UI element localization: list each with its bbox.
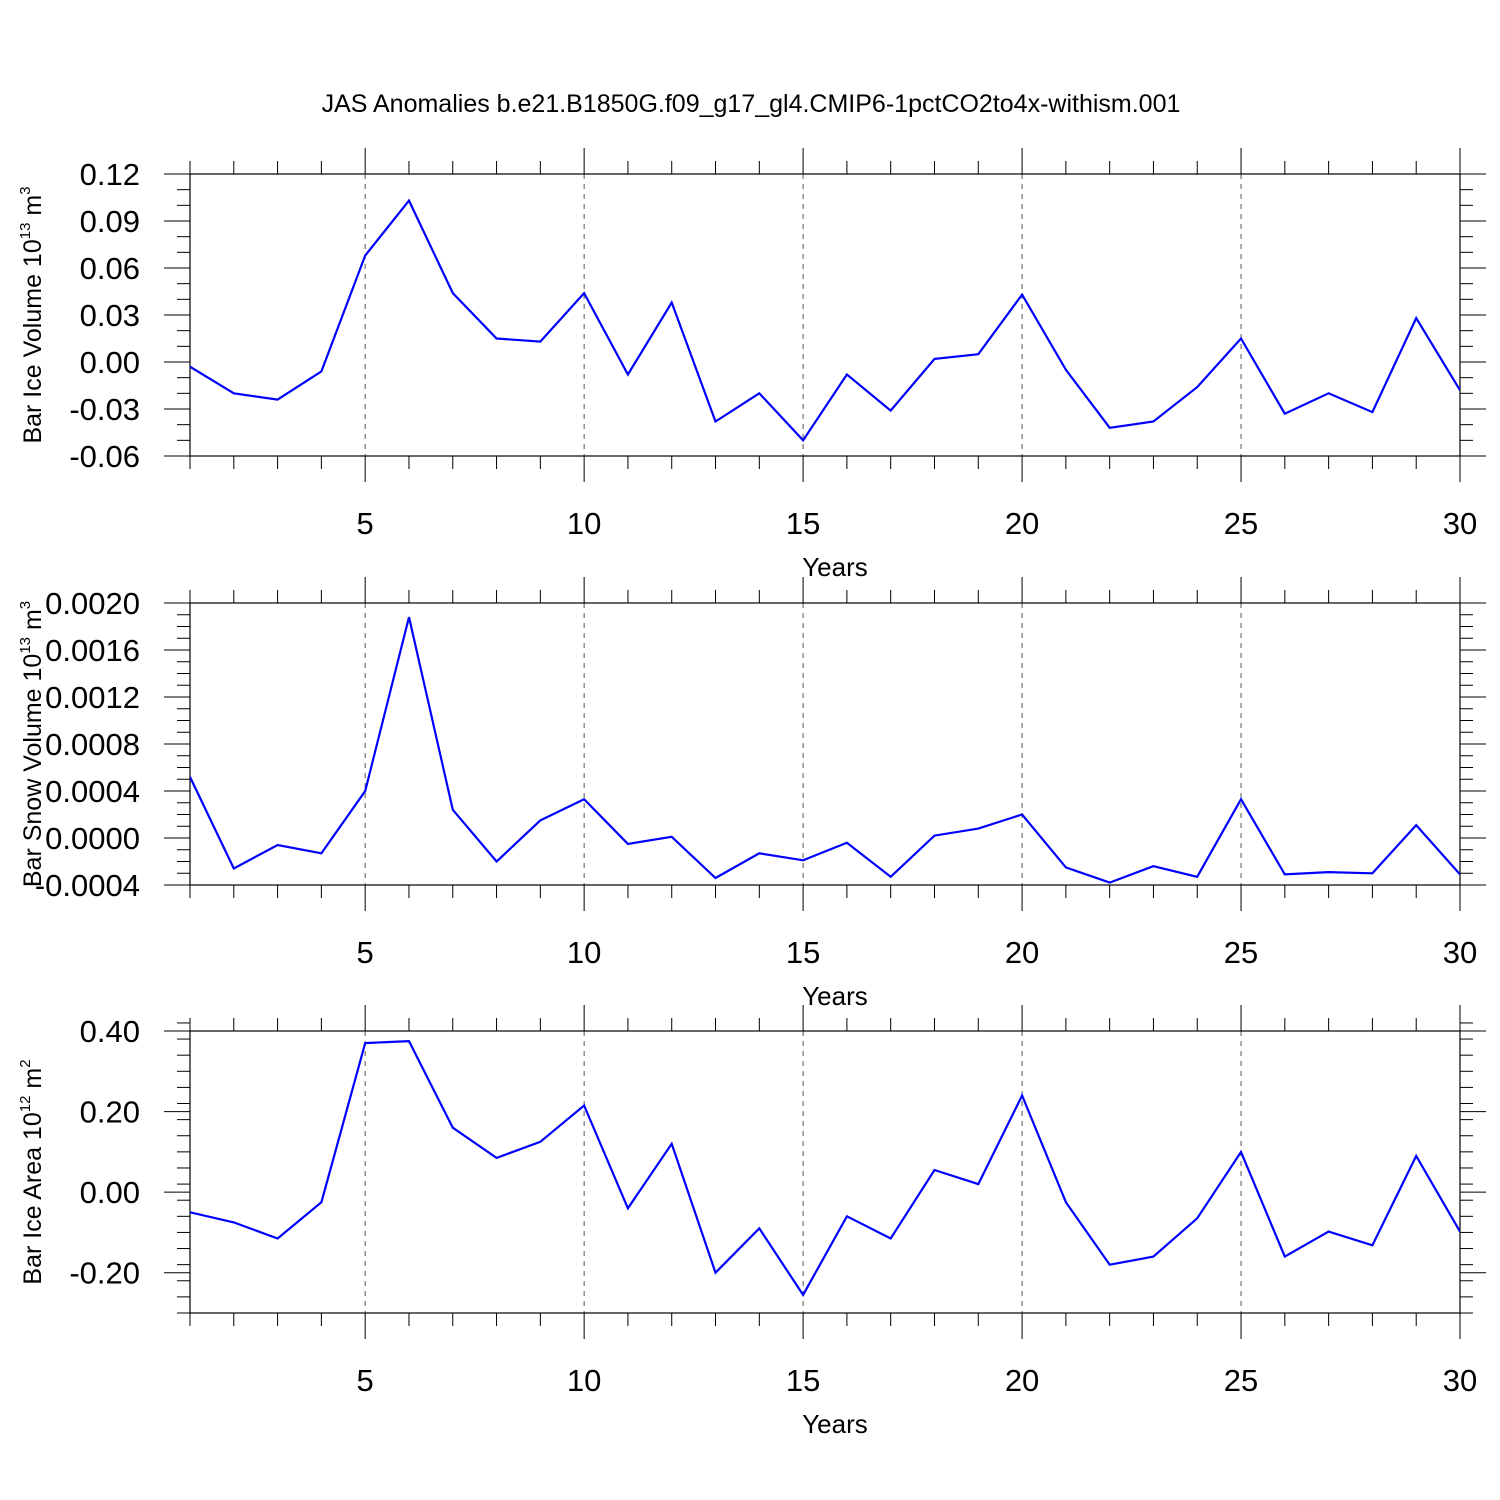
y-tick-label: 0.0004 [45,774,140,809]
y-tick-label: 0.0000 [45,821,140,856]
x-tick-label: 5 [357,506,374,541]
y-tick-label: -0.20 [69,1256,140,1291]
x-axis-label: Years [802,981,868,1011]
figure-title: JAS Anomalies b.e21.B1850G.f09_g17_gl4.C… [322,90,1181,118]
y-tick-label: 0.20 [80,1095,140,1130]
y-tick-label: -0.06 [69,439,140,474]
y-tick-label: 0.09 [80,204,140,239]
y-axis-label-exponent: 13 [17,637,34,654]
y-tick-label: -0.0004 [35,868,140,903]
x-tick-label: 25 [1224,506,1258,541]
y-axis-label-exponent: 13 [17,223,34,240]
x-tick-label: 10 [567,506,601,541]
x-tick-label: 20 [1005,1363,1039,1398]
panels: 5 10 15 20 25 30Years-0.06-0.030.000.030.060.… [17,148,1486,1439]
x-tick-label: 25 [1224,935,1258,970]
y-axis-label-exponent: 12 [17,1096,34,1113]
y-axis-label-unit: m [19,1068,47,1096]
x-tick-label: 10 [567,1363,601,1398]
x-tick-label: 30 [1443,506,1477,541]
x-axis-label: Years [802,552,868,582]
y-tick-label: -0.03 [69,392,140,427]
y-axis-label-base: Bar Snow Volume 10 [19,654,47,887]
x-tick-label: 15 [786,506,820,541]
plot-frame [189,173,1461,457]
y-axis-label-unit: m [19,195,47,223]
x-tick-label: 30 [1443,935,1477,970]
y-axis-label-unit-exponent: 3 [17,186,34,194]
x-tick-label: 15 [786,1363,820,1398]
y-tick-label: 0.12 [80,157,140,192]
y-tick-label: 0.00 [80,1175,140,1210]
y-tick-label: 0.0012 [45,680,140,715]
x-tick-label: 10 [567,935,601,970]
panel-1: 5 10 15 20 25 30 Years -0.06 -0.03 0.00 0.03 0.06 0.… [17,148,1486,582]
series-line [190,616,1460,884]
y-tick-label: 0.0020 [45,586,140,621]
x-tick-label: 25 [1224,1363,1258,1398]
x-tick-label: 30 [1443,1363,1477,1398]
y-axis-label-unit: m [19,609,47,637]
y-tick-label: 0.00 [80,345,140,380]
y-axis-label: Bar Ice Volume 1013 m3 [17,186,47,443]
plot-frame [189,1030,1461,1314]
y-tick-label: 0.03 [80,298,140,333]
series-line [190,198,1460,443]
panel-3: 5 10 15 20 25 30 Years -0.20 0.00 0.20 0.40 Bar Ice… [17,1005,1486,1439]
panel-2: 5 10 15 20 25 30 Years -0.0004 0.0000 0.0004 0.000… [17,577,1486,1011]
series-line [190,1039,1460,1298]
y-tick-label: 0.0008 [45,727,140,762]
y-axis-label: Bar Snow Volume 1013 m3 [17,601,47,887]
y-tick-label: 0.40 [80,1014,140,1049]
y-tick-label: 0.0016 [45,633,140,668]
x-tick-label: 15 [786,935,820,970]
x-tick-label: 5 [357,1363,374,1398]
y-axis-label-base: Bar Ice Area 10 [19,1112,47,1284]
x-axis-label: Years [802,1409,868,1439]
x-tick-label: 20 [1005,935,1039,970]
x-tick-label: 5 [357,935,374,970]
y-tick-label: 0.06 [80,251,140,286]
y-axis-label-unit-exponent: 2 [17,1059,34,1067]
y-axis-label-base: Bar Ice Volume 10 [19,239,47,443]
x-tick-label: 20 [1005,506,1039,541]
plot-frame [189,602,1461,886]
y-axis-label-unit-exponent: 3 [17,601,34,609]
y-axis-label: Bar Ice Area 1012 m2 [17,1059,47,1284]
